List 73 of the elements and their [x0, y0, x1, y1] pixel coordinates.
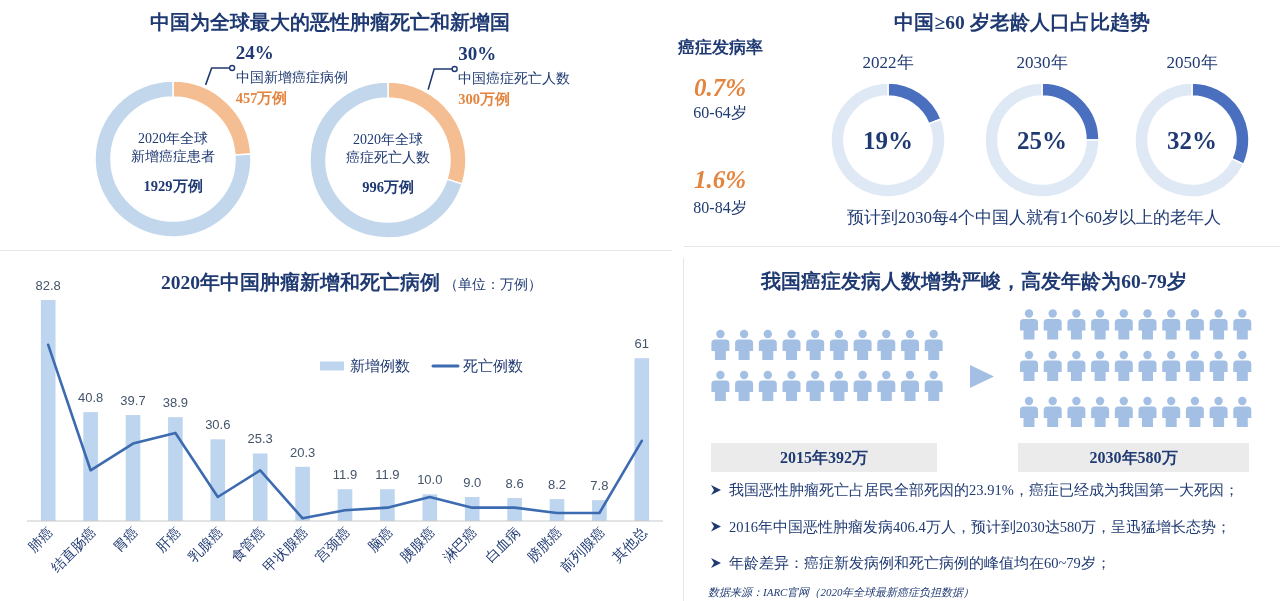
chart-title: 2030年	[1016, 53, 1068, 72]
bar	[634, 358, 650, 521]
data-label: 8.6	[505, 476, 524, 492]
source-note: 数据来源：IARC官网（2020年全球最新癌症负担数据）	[708, 586, 975, 598]
text: 1929万例	[143, 178, 203, 194]
x-tick-label: 宫颈癌	[312, 524, 354, 565]
text: 32%	[1167, 127, 1217, 154]
data-label: 9.0	[463, 474, 482, 490]
bar	[295, 466, 310, 521]
legend-label: 新增例数	[350, 358, 410, 374]
data-label: 24%	[235, 42, 274, 63]
text: 我国癌症发病人数增势严峻，高发年龄为60-79岁	[760, 270, 1187, 292]
x-tick-label: 胰腺癌	[397, 524, 438, 565]
text: 2016年中国恶性肿瘤发病406.4万人，预计到2030达580万，呈迅猛增长态势；	[729, 518, 1232, 535]
text: 60-64岁	[693, 104, 747, 121]
text: 300万例	[458, 91, 510, 107]
legend-label: 死亡例数	[463, 358, 523, 374]
text: 2030年580万	[1089, 449, 1178, 466]
text: 457万例	[235, 90, 288, 106]
data-label: 7.8	[590, 478, 609, 494]
data-label: 25.3	[247, 431, 273, 447]
slice-label: 中国新增癌症病例	[235, 70, 348, 85]
text: 中国≥60 岁老龄人口占比趋势	[894, 12, 1150, 33]
x-tick-label: 肝癌	[153, 524, 184, 555]
text: 19%	[863, 127, 913, 154]
bar	[380, 489, 395, 521]
data-label: 82.8	[35, 278, 61, 293]
data-label: 11.9	[375, 467, 400, 483]
bar	[83, 412, 98, 521]
text: 2020年全球	[353, 132, 423, 147]
chart-title: 中国为全球最大的恶性肿瘤死亡和新增国	[150, 11, 510, 33]
data-label: 40.8	[77, 390, 104, 406]
text: 80-84岁	[693, 199, 747, 216]
text: 癌症发病率	[676, 38, 763, 57]
x-tick-label: 淋巴癌	[440, 524, 481, 565]
x-tick-label: 肺癌	[25, 524, 57, 555]
text: 0.7%	[693, 74, 747, 101]
x-tick-label: 胃癌	[110, 524, 142, 555]
data-label: 10.0	[417, 472, 443, 488]
bar	[210, 439, 226, 521]
text: 1.6%	[693, 166, 747, 193]
data-label: 8.2	[547, 477, 567, 493]
data-label: 30%	[458, 43, 497, 64]
x-tick-label: 乳腺癌	[185, 524, 226, 565]
text: 癌症死亡人数	[346, 150, 430, 165]
bar	[40, 300, 56, 521]
data-label: 61	[634, 336, 650, 352]
x-tick-label: 其他总	[609, 524, 650, 565]
text: 我国恶性肿瘤死亡占居民全部死因的23.91%，癌症已经成为我国第一大死因；	[729, 482, 1239, 498]
donut-slice	[830, 82, 946, 198]
data-label: 30.6	[205, 417, 231, 433]
chart-title: 2020年中国肿瘤新增和死亡病例	[161, 271, 440, 293]
bar	[125, 415, 141, 521]
bar	[252, 453, 268, 521]
donut-slice	[984, 82, 1100, 198]
text: 新增癌症患者	[131, 149, 215, 164]
text: 25%	[1017, 127, 1067, 154]
data-label: 11.9	[332, 467, 358, 483]
chart-subtitle: （单位：万例）	[444, 277, 542, 292]
text: 996万例	[362, 179, 414, 195]
chart-title: 2022年	[862, 53, 914, 72]
data-label: 38.9	[162, 395, 189, 411]
text: 年龄差异：癌症新发病例和死亡病例的峰值均在60~79岁；	[729, 555, 1111, 571]
bar	[168, 417, 183, 521]
data-label: 39.7	[120, 393, 146, 409]
text: 2020年全球	[138, 131, 208, 146]
slice-label: 中国癌症死亡人数	[458, 71, 571, 86]
text: 预计到2030每4个中国人就有1个60岁以上的老年人	[847, 208, 1221, 227]
text: 2015年392万	[780, 449, 868, 466]
chart-title: 2050年	[1166, 53, 1218, 72]
data-label: 20.3	[289, 444, 316, 460]
x-tick-label: 脑癌	[365, 524, 396, 555]
x-tick-label: 白血病	[482, 524, 523, 565]
